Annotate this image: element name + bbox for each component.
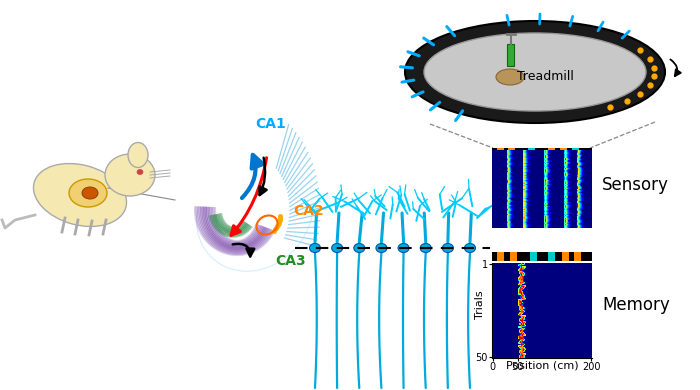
Text: CA1: CA1: [255, 117, 286, 131]
Bar: [562, 252, 569, 261]
Bar: [530, 252, 537, 261]
Ellipse shape: [376, 243, 387, 252]
Text: CA3: CA3: [275, 254, 306, 268]
Text: CA2: CA2: [293, 204, 323, 218]
Ellipse shape: [309, 243, 321, 252]
Bar: [508, 148, 515, 157]
Ellipse shape: [424, 33, 646, 111]
Ellipse shape: [465, 243, 475, 252]
Text: Memory: Memory: [602, 296, 670, 314]
Ellipse shape: [398, 243, 409, 252]
Bar: [492, 148, 592, 157]
Text: Position (cm): Position (cm): [505, 360, 578, 370]
Text: Trials: Trials: [475, 291, 485, 319]
Ellipse shape: [69, 179, 107, 207]
Ellipse shape: [34, 163, 127, 227]
Ellipse shape: [105, 154, 155, 196]
Ellipse shape: [354, 243, 365, 252]
Text: Sensory: Sensory: [602, 176, 669, 194]
Ellipse shape: [128, 142, 148, 167]
Ellipse shape: [420, 243, 431, 252]
Bar: [497, 252, 504, 261]
Bar: [572, 148, 579, 157]
Bar: [507, 44, 514, 66]
Bar: [497, 148, 504, 157]
Bar: [560, 148, 567, 157]
Ellipse shape: [405, 21, 665, 123]
Ellipse shape: [442, 243, 454, 252]
Ellipse shape: [496, 69, 524, 85]
Ellipse shape: [137, 170, 143, 174]
Text: Treadmill: Treadmill: [517, 71, 573, 83]
Bar: [574, 252, 581, 261]
Ellipse shape: [82, 187, 98, 199]
Bar: [548, 148, 555, 157]
Bar: [548, 252, 555, 261]
Bar: [492, 252, 592, 261]
Ellipse shape: [332, 243, 342, 252]
Bar: [510, 252, 517, 261]
Bar: [528, 148, 535, 157]
